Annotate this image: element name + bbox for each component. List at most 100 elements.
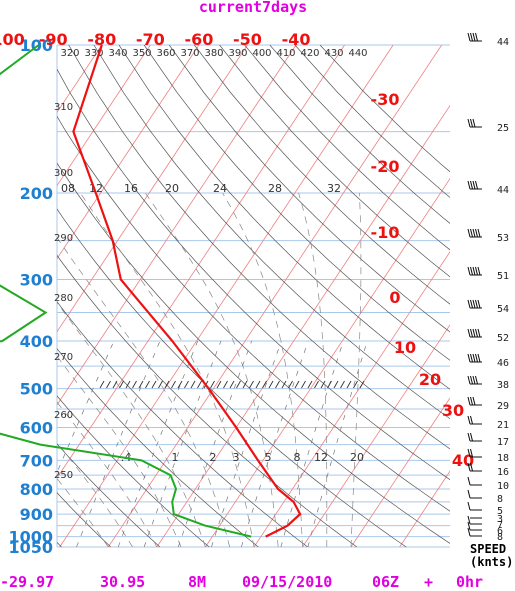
pressure-tick-label: 900 xyxy=(20,505,53,524)
dry-adiabat xyxy=(294,45,450,198)
footer-time: 06Z xyxy=(372,573,399,591)
theta-left-label: 270 xyxy=(54,352,73,363)
wind-speed-label: 21 xyxy=(497,420,509,431)
wind-speed-label: 44 xyxy=(497,37,509,48)
pressure-tick-label: 100 xyxy=(20,36,53,55)
wind-barb xyxy=(467,328,482,338)
mixing-ratio-upper-label: 24 xyxy=(213,182,227,195)
isotherm-line xyxy=(57,45,151,187)
mixing-ratio-line xyxy=(211,340,282,547)
isotherm-line xyxy=(57,45,103,114)
dry-adiabat xyxy=(168,45,450,333)
hatch-mark xyxy=(249,380,254,389)
hatch-mark xyxy=(164,380,170,389)
hatch-mark xyxy=(197,380,202,389)
mixing-ratio-line xyxy=(143,340,222,547)
footer-forecast: 0hr xyxy=(456,573,483,591)
isotherm-line xyxy=(57,45,297,406)
wind-barb xyxy=(467,396,482,406)
dry-adiabat xyxy=(57,541,62,547)
wind-barb xyxy=(467,228,482,238)
dry-adiabat xyxy=(68,45,450,450)
wind-barb xyxy=(467,515,482,525)
mixing-ratio-upper-label: 20 xyxy=(165,182,179,195)
wind-barbs xyxy=(467,32,482,537)
hatch-mark xyxy=(294,380,300,389)
isotherm-line xyxy=(156,104,450,547)
wind-barb xyxy=(467,266,482,276)
theta-left-label: 260 xyxy=(54,410,73,421)
hatch-mark xyxy=(288,380,293,389)
theta-left-label: 250 xyxy=(54,470,73,481)
mixing-ratio-line xyxy=(307,340,368,547)
wind-speed-label: 10 xyxy=(497,481,509,492)
temperature-top-label: -80 xyxy=(87,30,116,49)
hatch-mark xyxy=(320,380,326,389)
mixing-ratio-lower-label: 8 xyxy=(294,451,301,464)
wind-speed-label: 25 xyxy=(497,123,509,134)
dry-adiabat xyxy=(57,208,407,547)
isotherm-lines xyxy=(0,45,450,547)
hatch-mark xyxy=(255,380,261,389)
isotherm-line xyxy=(57,45,200,260)
temperature-top-label: -60 xyxy=(184,30,213,49)
dry-adiabat xyxy=(57,301,308,547)
wind-barb xyxy=(467,180,482,190)
isotherm-line xyxy=(57,45,248,333)
theta-left-label: 290 xyxy=(54,233,73,244)
dewpoint-line xyxy=(0,44,252,538)
dry-adiabat xyxy=(118,45,450,390)
moist-adiabat xyxy=(145,192,279,547)
wind-barb xyxy=(467,415,482,425)
temperature-top-label: -100 xyxy=(0,30,25,49)
temperature-top-label: -40 xyxy=(282,30,311,49)
mixing-ratio-lines xyxy=(57,340,368,547)
isotherm-line xyxy=(253,251,450,547)
mixing-ratio-line xyxy=(76,340,161,547)
wind-speed-label: 38 xyxy=(497,380,509,391)
wind-speed-label: 51 xyxy=(497,271,509,282)
hatch-mark xyxy=(353,380,358,389)
hatch-mark xyxy=(138,380,144,389)
dry-adiabat xyxy=(57,115,450,512)
hatch-mark xyxy=(210,380,215,389)
isotherm-line xyxy=(0,45,53,547)
dry-adiabat xyxy=(219,45,450,278)
isotherm-line xyxy=(59,45,394,547)
wind-speed-label: 7 xyxy=(497,520,503,531)
wind-barb xyxy=(467,489,482,499)
wind-barb xyxy=(467,521,482,531)
mixing-ratio-line xyxy=(117,340,199,547)
speed-legend-title: SPEED xyxy=(470,542,506,556)
moist-adiabat xyxy=(57,401,158,547)
theta-label: 340 xyxy=(108,48,127,59)
dry-adiabat-lines xyxy=(57,45,450,547)
theta-label: 430 xyxy=(324,48,343,59)
hatch-mark xyxy=(236,380,241,389)
temperature-side-label: 10 xyxy=(394,338,416,357)
hatch-mark xyxy=(158,380,163,389)
isotherm-line xyxy=(0,45,5,547)
isotherm-line xyxy=(302,324,450,547)
dry-adiabat xyxy=(57,492,111,547)
wind-speed-label: 46 xyxy=(497,358,509,369)
hatch-mark xyxy=(333,380,339,389)
footer: -29.97 30.95 8M 09/15/2010 06Z + 0hr xyxy=(0,573,483,591)
hatch-mark xyxy=(275,380,280,389)
pressure-tick-label: 400 xyxy=(20,332,53,351)
theta-label: 410 xyxy=(276,48,295,59)
theta-label: 380 xyxy=(204,48,223,59)
mixing-ratio-line xyxy=(57,340,115,474)
wind-speed-label: 6 xyxy=(497,526,503,537)
mixing-ratio-line xyxy=(280,340,344,547)
theta-labels: 320 330 340 350 360 370 380 390 400 410 420 430 4403… xyxy=(54,48,368,481)
dry-adiabat xyxy=(57,395,210,547)
moist-adiabat xyxy=(80,192,255,547)
level-marker-hatch xyxy=(99,380,365,389)
wind-barb xyxy=(467,32,482,42)
mixing-ratio-lower-label: 20 xyxy=(350,451,364,464)
sounding-profiles xyxy=(0,44,302,538)
hatch-mark xyxy=(132,380,137,389)
